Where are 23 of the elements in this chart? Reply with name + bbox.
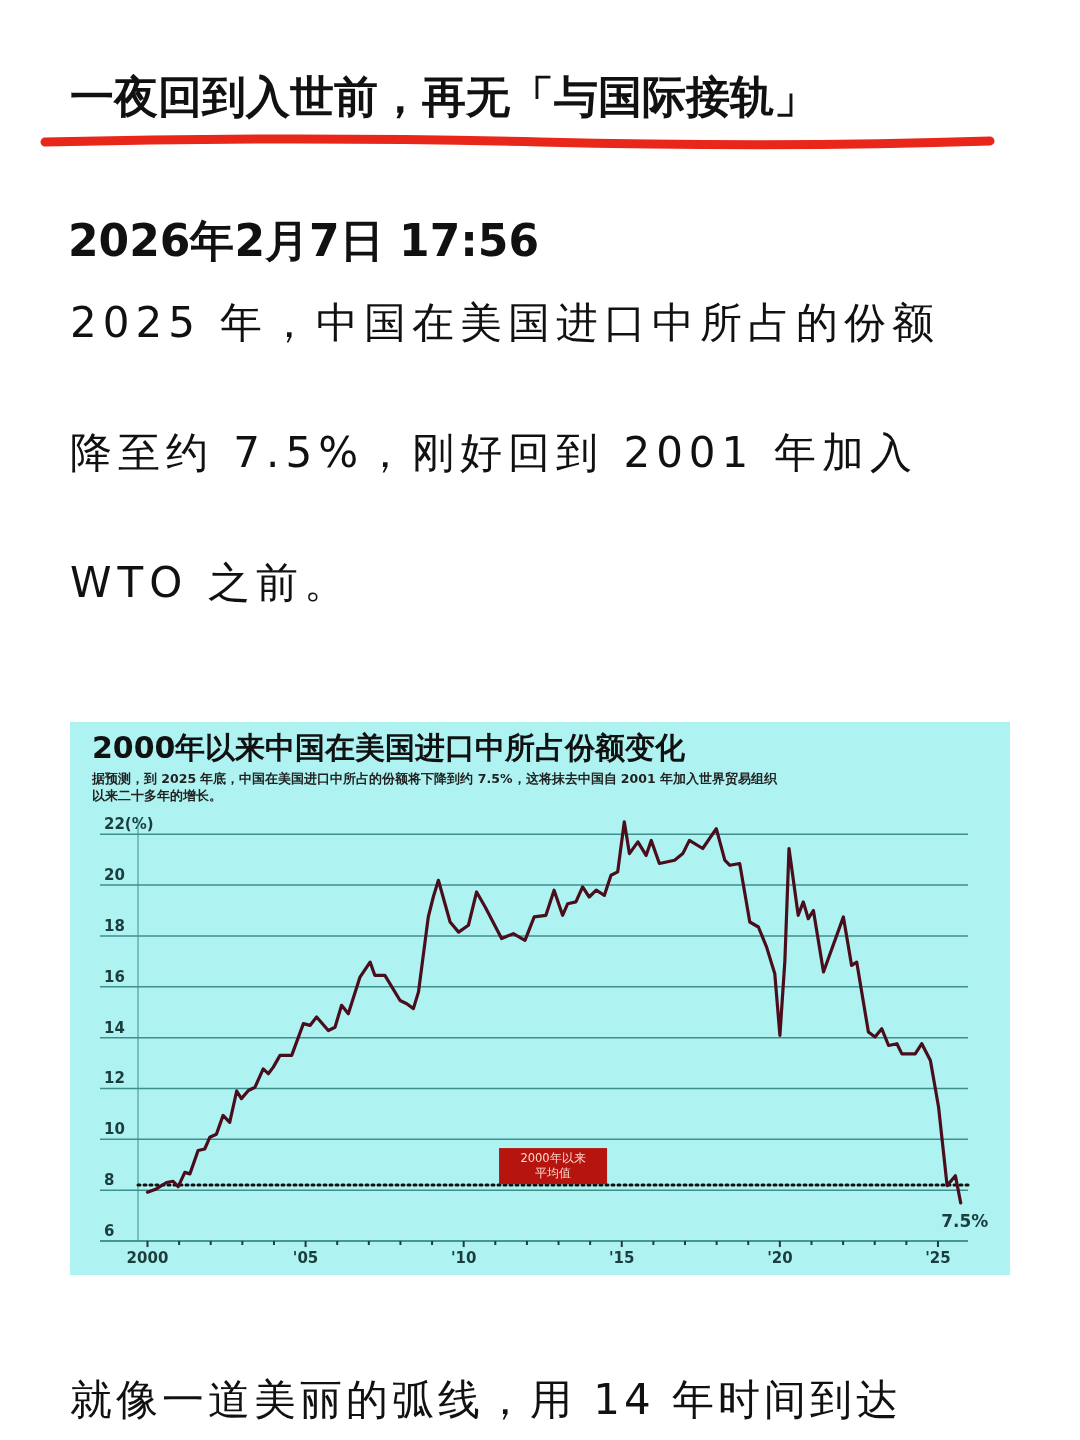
y-tick-label: 6 <box>104 1222 115 1240</box>
x-tick-label: '25 <box>925 1249 951 1267</box>
y-tick-label: 20 <box>104 866 125 885</box>
text: 就像一道美丽的弧线，用 14 年时间到达 <box>70 1374 904 1426</box>
y-tick-label: 18 <box>104 916 125 935</box>
ref-line-label: 2000年以来平均值 <box>519 1151 587 1182</box>
text: 一夜回到入世前，再无「与国际接轨」 <box>70 70 819 124</box>
chart-subtitle: 据预测，到 2025 年底，中国在美国进口中所占的份额将下降到约 7.5%，这将抹去中国自 2001 年加入世界贸易组织以来二十多年的增长。 <box>92 770 778 804</box>
x-tick-label: '20 <box>767 1249 793 1267</box>
y-tick-label: 22(%) <box>104 815 154 834</box>
y-tick-label: 12 <box>104 1069 125 1088</box>
y-tick-label: 16 <box>104 967 125 986</box>
y-tick-label: 10 <box>104 1120 125 1139</box>
text: 2026年2月7日 17:56 <box>68 214 541 268</box>
annotation: 7.5% <box>941 1210 989 1231</box>
x-tick-label: '10 <box>450 1249 477 1267</box>
y-tick-label: 14 <box>104 1018 125 1037</box>
x-tick-label: '15 <box>609 1249 635 1267</box>
x-tick-label: '05 <box>292 1249 319 1267</box>
text: 2025 年，中国在美国进口中所占的份额降至约 7.5%，刚好回到 2001 年加入 WTO 之前。 <box>70 298 941 607</box>
chart-title: 2000年以来中国在美国进口中所占份额变化 <box>92 729 687 767</box>
y-tick-label: 8 <box>104 1171 115 1190</box>
x-tick-label: 2000 <box>126 1249 169 1267</box>
